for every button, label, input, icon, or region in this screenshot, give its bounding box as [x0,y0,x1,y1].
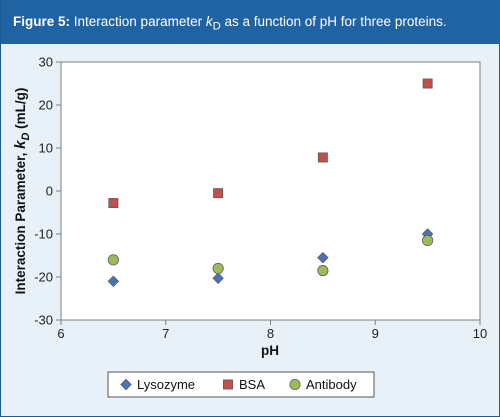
chart-panel: 30 20 10 0 -10 -20 -30 6 7 8 9 10 pH Interaction Pa… [1,44,499,416]
plot-frame [60,61,481,321]
x-axis-title: pH [261,343,279,358]
y-tick-label: 10 [39,141,53,156]
y-axis-title-unit: (mL/g) [13,88,28,133]
caption-text-before: Interaction parameter [70,14,206,29]
legend-label-antibody: Antibody [306,377,357,392]
y-tick-label: 0 [46,184,53,199]
caption-k-symbol: k [205,14,213,29]
caption-k-subscript: D [212,20,221,33]
legend-label-lysozyme: Lysozyme [137,377,195,392]
figure-caption: Figure 5: Interaction parameter kD as a … [1,0,500,44]
x-tick-label: 8 [267,326,274,341]
lysozyme-point [317,251,329,264]
antibody-point [212,262,224,274]
y-axis-title-k: k [12,140,29,149]
legend-marker-bsa [223,379,233,390]
caption-text-after: as a function of pH for three proteins. [220,14,447,29]
axis-ticks: 30 20 10 0 -10 -20 -30 6 7 8 9 10 [34,55,487,342]
bsa-point [213,188,224,199]
x-tick-label: 7 [162,326,169,341]
bsa-point [422,78,433,89]
y-tick-label: -20 [34,270,53,285]
y-axis-title-main: Interaction Parameter, [13,149,28,295]
y-tick-label: 20 [39,98,53,113]
y-tick-label: -10 [34,227,53,242]
bsa-point [317,152,328,163]
data-points [107,78,434,287]
y-axis-title-sub: D [20,133,32,141]
legend-marker-lysozyme [120,378,132,391]
legend-label-bsa: BSA [239,377,265,392]
antibody-point [317,265,329,277]
y-tick-label: -30 [34,313,53,328]
lysozyme-point [107,275,120,287]
bsa-point [108,198,119,208]
legend: Lysozyme BSA Antibody [120,377,357,392]
figure-label: Figure 5: [13,14,71,29]
y-axis-title: Interaction Parameter, kD (mL/g) [12,88,32,295]
y-tick-label: 30 [39,55,53,70]
legend-box [107,371,375,398]
scatter-chart: 30 20 10 0 -10 -20 -30 6 7 8 9 10 pH Interaction Pa… [12,55,487,398]
antibody-point [107,254,119,266]
x-tick-label: 10 [473,326,487,341]
x-tick-label: 6 [57,326,64,341]
legend-marker-antibody [289,378,301,391]
antibody-point [422,234,434,246]
x-tick-label: 9 [372,326,379,341]
lysozyme-point [212,272,224,284]
